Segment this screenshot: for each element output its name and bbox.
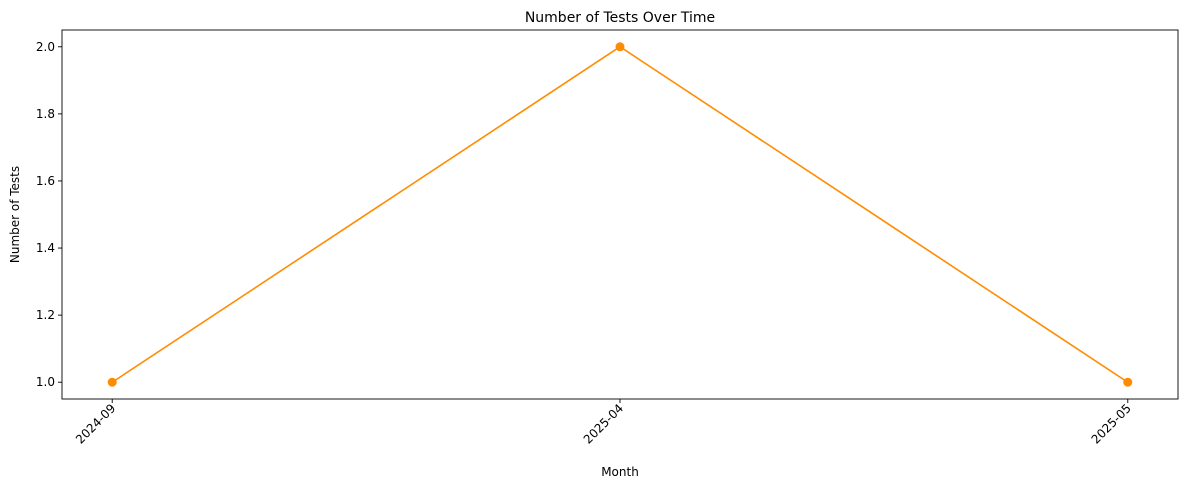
data-point — [615, 42, 625, 52]
data-point — [107, 377, 117, 387]
y-tick-label: 1.8 — [36, 107, 55, 121]
y-tick-label: 2.0 — [36, 40, 55, 54]
y-axis-label: Number of Tests — [8, 166, 22, 263]
data-point — [1123, 377, 1133, 387]
y-tick-label: 1.4 — [36, 241, 55, 255]
x-axis-label: Month — [601, 465, 639, 479]
y-tick-label: 1.0 — [36, 375, 55, 389]
chart-title: Number of Tests Over Time — [525, 10, 715, 26]
y-tick-label: 1.2 — [36, 308, 55, 322]
y-tick-label: 1.6 — [36, 174, 55, 188]
